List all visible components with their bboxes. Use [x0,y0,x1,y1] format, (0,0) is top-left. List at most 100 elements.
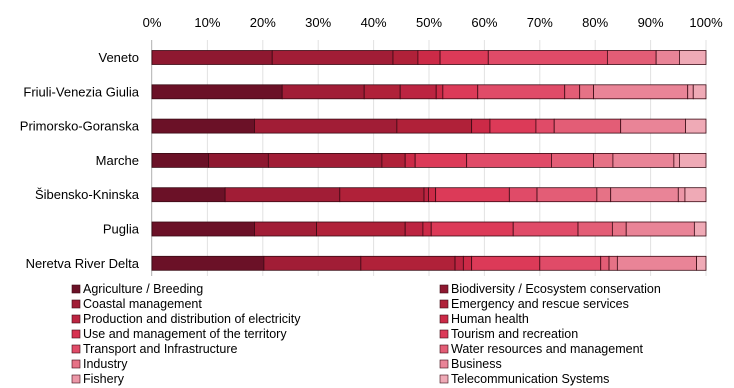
legend-swatch [71,329,81,339]
bar-segment [224,187,341,203]
legend-swatch [439,284,449,294]
bar-segment [466,152,552,168]
legend-label: Fishery [83,372,125,386]
legend-label: Industry [83,357,128,371]
bar-segment [208,152,269,168]
legend-swatch [71,314,81,324]
bar-segment [489,118,537,134]
category-label: Puglia [103,222,140,237]
bar-segment [687,84,694,100]
bar-segment [579,84,594,100]
bar-segment [625,221,695,237]
x-tick-label: 70% [527,15,553,30]
x-tick-label: 10% [194,15,220,30]
x-tick-label: 30% [305,15,331,30]
bar-segment [151,221,255,237]
legend-swatch [71,284,81,294]
legend-swatch [71,344,81,354]
bar-segment [512,221,579,237]
category-label: Veneto [99,50,140,65]
bar-segment [462,255,473,271]
x-tick-label: 20% [250,15,276,30]
bar-segment [430,221,514,237]
bar-segment [404,152,416,168]
bar-segment [396,118,473,134]
bar-segment [414,152,468,168]
bar-segment [263,255,362,271]
bar-segment [392,50,419,65]
bar-segment [471,255,541,271]
bar-segment [487,50,608,65]
bar-segment [477,84,566,100]
bar-segment [399,84,437,100]
bar-segment [471,118,491,134]
legend-label: Business [451,357,502,371]
legend: Agriculture / Breeding Biodiversity / Eco… [71,282,661,386]
bar-segment [612,152,675,168]
legend-label: Use and management of the territory [83,327,287,341]
category-label: Neretva River Delta [26,256,140,271]
x-axis-ticks: 0% 10% 20% 30% 40% 50% 60% 70% 80% 90% 100% [143,15,723,30]
bar-segment [151,118,255,134]
legend-label: Water resources and management [451,342,644,356]
bar-segment [610,187,679,203]
bar-segment [692,84,707,100]
bar-segment [381,152,406,168]
bar-segment [151,187,226,203]
bar-segment [404,221,424,237]
x-tick-label: 100% [689,15,723,30]
legend-label: Transport and Infrastructure [83,342,238,356]
legend-swatch [439,314,449,324]
bar-segment [593,152,614,168]
legend-label: Human health [451,312,529,326]
bar-segment [360,255,456,271]
legend-swatch [71,374,81,384]
legend-swatch [439,359,449,369]
bars [151,50,707,271]
bar-segment [679,152,707,168]
x-tick-label: 80% [582,15,608,30]
bar-segment [281,84,365,100]
category-label: Primorsko-Goranska [20,119,140,134]
bar-segment [339,187,425,203]
bar-segment [693,221,707,237]
legend-swatch [439,344,449,354]
legend-label: Telecommunication Systems [451,372,609,386]
bar-segment [428,187,437,203]
bar-segment [508,187,538,203]
legend-swatch [439,299,449,309]
category-label: Šibensko-Kninska [35,187,140,202]
bar-segment [267,152,383,168]
bar-segment [673,152,680,168]
y-axis-categories: Veneto Friuli-Venezia Giulia Primorsko-Gor… [20,50,140,271]
bar-segment [600,255,610,271]
bar-segment [616,255,697,271]
legend-swatch [71,359,81,369]
bar-segment [684,187,707,203]
x-tick-label: 50% [416,15,442,30]
bar-segment [679,50,707,65]
legend-label: Coastal management [83,297,202,311]
bar-segment [151,152,209,168]
bar-segment [577,221,613,237]
bar-segment [417,50,441,65]
bar-segment [564,84,581,100]
bar-segment [655,50,680,65]
bar-segment [363,84,401,100]
bar-segment [151,255,265,271]
bar-segment [422,221,432,237]
bar-segment [539,255,602,271]
bar-segment [596,187,612,203]
legend-swatch [439,374,449,384]
legend-label: Biodiversity / Ecosystem conservation [451,282,661,296]
legend-label: Production and distribution of electrici… [83,312,301,326]
legend-label: Tourism and recreation [451,327,578,341]
legend-swatch [71,299,81,309]
bar-segment [454,255,464,271]
bar-segment [606,50,657,65]
x-tick-label: 60% [471,15,497,30]
bar-segment [535,118,555,134]
bar-segment [536,187,598,203]
